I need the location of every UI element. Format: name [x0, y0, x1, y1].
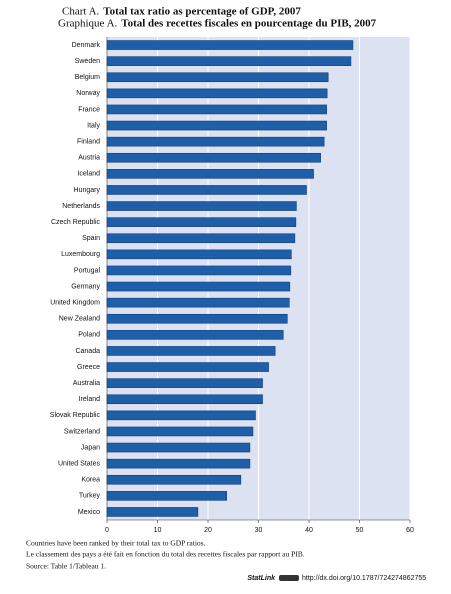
- y-tick-label: Norway: [76, 90, 100, 97]
- chart-title: Total des recettes fiscales en pourcenta…: [121, 18, 376, 30]
- y-tick-label: Ireland: [79, 396, 101, 403]
- chart-label: Chart A.: [62, 6, 100, 18]
- bar: [106, 491, 227, 501]
- y-tick-label: Japan: [81, 444, 100, 451]
- statlink-label: StatLink: [247, 575, 276, 582]
- bar: [106, 362, 269, 372]
- x-tick-label: 40: [305, 527, 313, 534]
- y-tick-label: France: [78, 106, 100, 113]
- y-tick-label: United Kingdom: [50, 299, 100, 306]
- bar: [106, 265, 292, 276]
- chart-label: Graphique A.: [58, 18, 118, 30]
- y-tick-label: Iceland: [77, 171, 100, 178]
- statlink-url[interactable]: http://dx.doi.org/10.1787/724274862755: [302, 575, 426, 582]
- bar: [106, 185, 307, 195]
- y-tick-label: United States: [58, 460, 101, 467]
- y-tick-label: Greece: [77, 364, 100, 371]
- y-tick-label: Slovak Republic: [50, 412, 101, 419]
- bar: [106, 346, 276, 356]
- y-tick-label: Luxembourg: [61, 251, 100, 258]
- y-tick-label: Netherlands: [62, 203, 100, 210]
- y-tick-label: Czech Republic: [51, 219, 101, 226]
- x-tick-label: 20: [204, 527, 212, 534]
- y-tick-label: Poland: [78, 332, 100, 339]
- bar: [106, 410, 256, 421]
- y-tick-label: Canada: [75, 348, 100, 355]
- y-tick-label: Finland: [77, 138, 100, 145]
- y-tick-label: Turkey: [79, 493, 101, 500]
- y-tick-label: Hungary: [74, 187, 101, 194]
- y-tick-label: Sweden: [75, 58, 100, 65]
- bar: [106, 136, 325, 147]
- y-tick-label: Germany: [71, 283, 100, 290]
- y-tick-label: Belgium: [75, 74, 100, 81]
- bar: [106, 313, 288, 324]
- bar: [106, 104, 327, 115]
- bar: [106, 426, 254, 437]
- y-tick-label: Korea: [81, 477, 100, 484]
- bar: [106, 297, 290, 308]
- x-tick-label: 10: [154, 527, 162, 534]
- bar: [106, 233, 296, 244]
- bar: [106, 201, 297, 211]
- bar: [106, 507, 199, 517]
- y-tick-label: Italy: [87, 122, 100, 129]
- bar: [106, 442, 251, 453]
- bar: [106, 152, 321, 163]
- bar: [106, 281, 291, 292]
- note: Le classement des pays a été fait en fon…: [26, 550, 305, 559]
- source: Source: Table 1/Tableau 1.: [26, 562, 106, 571]
- bar: [106, 120, 327, 131]
- y-tick-label: Austria: [78, 155, 100, 162]
- bar: [106, 40, 354, 50]
- bar: [106, 56, 352, 66]
- chart-title: Total tax ratio as percentage of GDP, 20…: [103, 6, 301, 18]
- statlink-icon: [279, 575, 299, 581]
- bar: [106, 458, 251, 469]
- bar: [106, 217, 297, 227]
- x-tick-label: 30: [255, 527, 263, 534]
- note: Countries have been ranked by their tota…: [26, 539, 206, 548]
- y-tick-label: Australia: [73, 380, 100, 387]
- y-tick-label: Switzerland: [64, 428, 100, 435]
- x-tick-label: 0: [105, 527, 109, 534]
- bar: [106, 169, 314, 179]
- bar: [106, 72, 329, 83]
- bar: [106, 330, 284, 340]
- bar: [106, 378, 263, 388]
- y-tick-label: Portugal: [74, 267, 101, 274]
- y-tick-label: Spain: [82, 235, 100, 242]
- bar: [106, 88, 328, 99]
- y-tick-label: Mexico: [78, 509, 100, 516]
- bar: [106, 394, 263, 405]
- x-tick-label: 50: [356, 527, 364, 534]
- bar: [106, 249, 292, 260]
- x-tick-label: 60: [406, 527, 414, 534]
- y-tick-label: New Zealand: [59, 316, 100, 323]
- plot: 0 10 20 30 40 50 60 Denmark Sweden Belgium Norway F…: [50, 37, 414, 534]
- bar: [106, 474, 242, 485]
- y-tick-label: Denmark: [72, 42, 101, 49]
